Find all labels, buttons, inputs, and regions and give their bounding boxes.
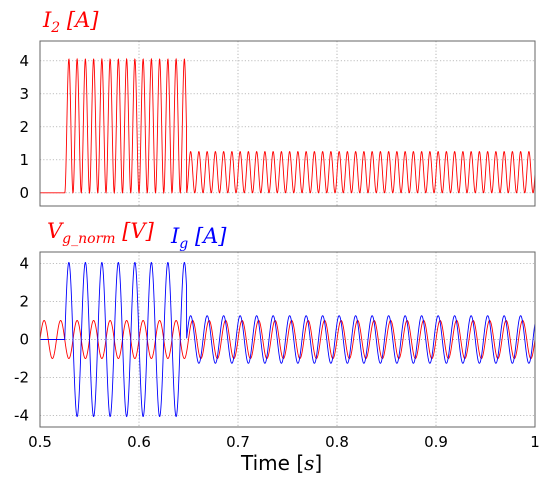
y-tick-label: 1 [19, 151, 29, 169]
bottom-ylabel-voltage-unit: [V] [116, 219, 155, 243]
y-tick-label: 0 [19, 184, 29, 202]
x-tick-label: 0.5 [28, 433, 52, 451]
plot-frame [39, 40, 536, 207]
bottom-ylabel-voltage-sub: g_norm [62, 231, 115, 247]
x-tick-label: 1 [530, 433, 540, 451]
top-ylabel-unit: [A] [60, 8, 99, 32]
plot-frame [39, 251, 536, 428]
bottom-panel: 4 2 0 -2 -4 0.5 0.6 0.7 0.8 0.9 1 [14, 251, 540, 451]
bottom-ylabel-current-sub: g [179, 236, 188, 252]
bottom-ylabel-voltage-base: V [47, 219, 64, 243]
bottom-ylabel-current-base: I [170, 224, 180, 248]
x-axis-label: Time [s] [240, 451, 322, 475]
top-ylabel: I2 [A] [42, 8, 99, 36]
bottom-ylabel-voltage: Vg_norm [V] [47, 219, 155, 247]
series-line-1 [40, 261, 536, 418]
series-line-0 [40, 57, 536, 195]
x-tick-label: 0.9 [424, 433, 448, 451]
x-axis-label-rbracket: ] [314, 451, 322, 475]
bottom-ylabel-current-unit: [A] [188, 224, 227, 248]
y-tick-label: -2 [14, 369, 29, 387]
y-tick-label: 4 [19, 254, 29, 272]
y-tick-label: 0 [19, 331, 29, 349]
x-tick-label: 0.8 [325, 433, 349, 451]
y-tick-label: 4 [19, 52, 29, 70]
top-ylabel-sub: 2 [50, 20, 60, 36]
x-axis-label-unit: s [304, 451, 314, 475]
x-tick-label: 0.6 [127, 433, 151, 451]
y-tick-label: 2 [19, 292, 29, 310]
y-tick-label: 2 [19, 118, 29, 136]
bottom-ylabel-current: Ig [A] [170, 224, 227, 252]
top-panel: 4 3 2 1 0 [19, 40, 536, 207]
y-tick-label: -4 [14, 407, 29, 425]
x-axis-label-lbracket: [ [296, 451, 304, 475]
top-ylabel-base: I [42, 8, 52, 32]
y-tick-label: 3 [19, 85, 29, 103]
x-axis-label-word: Time [240, 451, 296, 475]
x-tick-label: 0.7 [226, 433, 250, 451]
